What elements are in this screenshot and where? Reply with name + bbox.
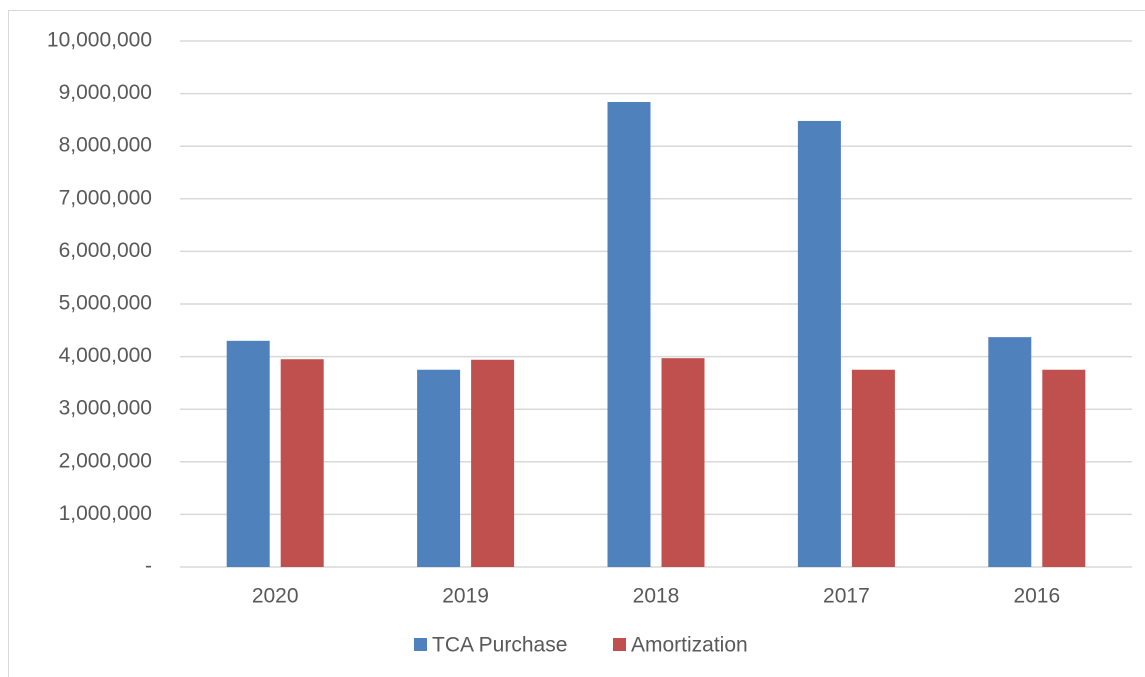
legend-label: Amortization	[631, 634, 748, 657]
y-tick-label: 9,000,000	[59, 81, 152, 104]
bar	[661, 358, 705, 567]
y-tick-label: 7,000,000	[59, 186, 152, 209]
y-tick-label: 3,000,000	[59, 397, 152, 420]
bar	[988, 337, 1032, 567]
chart-border	[8, 10, 1145, 677]
bar	[471, 359, 515, 567]
x-tick-label: 2018	[633, 585, 680, 608]
legend-swatch	[414, 638, 427, 651]
x-tick-label: 2016	[1013, 585, 1060, 608]
bar	[607, 102, 651, 568]
y-tick-label: 5,000,000	[59, 292, 152, 315]
x-tick-label: 2020	[252, 585, 299, 608]
bar	[797, 120, 841, 568]
y-tick-label: 10,000,000	[47, 29, 152, 52]
y-tick-label: 4,000,000	[59, 344, 152, 367]
bar	[1042, 369, 1086, 567]
y-tick-label: 8,000,000	[59, 134, 152, 157]
bar	[417, 369, 461, 567]
bar	[226, 340, 270, 567]
legend-label: TCA Purchase	[432, 634, 567, 657]
y-tick-label: 6,000,000	[59, 239, 152, 262]
y-tick-label: 2,000,000	[59, 449, 152, 472]
bar	[851, 369, 895, 567]
x-tick-label: 2017	[823, 585, 870, 608]
x-tick-label: 2019	[442, 585, 489, 608]
y-tick-label: -	[145, 555, 152, 578]
y-tick-label: 1,000,000	[59, 502, 152, 525]
bar	[280, 359, 324, 567]
legend-swatch	[613, 638, 626, 651]
